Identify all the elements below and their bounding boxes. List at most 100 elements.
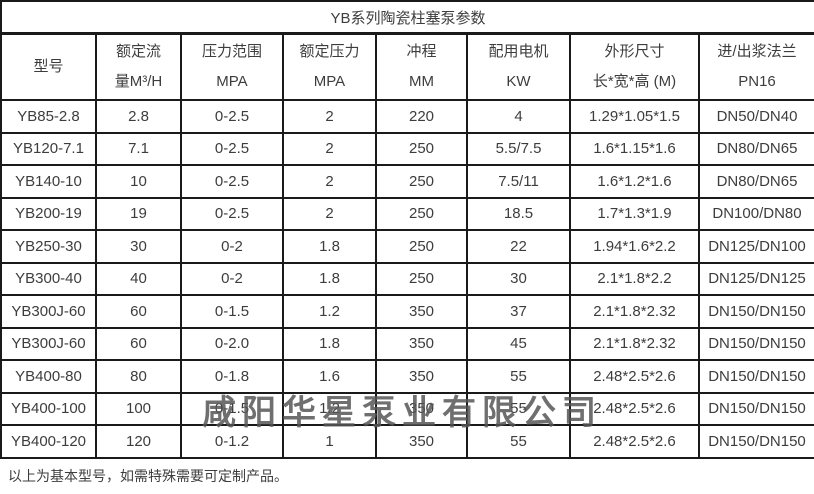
table-cell: 22: [466, 229, 571, 264]
table-row: YB300-40 40 0-2 1.8 250 30 2.1*1.8*2.2 D…: [0, 261, 814, 296]
table-cell: 1.8: [282, 229, 377, 264]
table-cell: 2: [282, 164, 377, 199]
table-cell: 2.48*2.5*2.6: [569, 391, 700, 426]
table-cell: DN150/DN150: [697, 359, 814, 394]
table-cell: 60: [95, 326, 182, 361]
table-cell: 0-2.5: [180, 164, 284, 199]
table-title: YB系列陶瓷柱塞泵参数: [0, 0, 814, 35]
table-cell: 0-2.0: [180, 326, 284, 361]
table-cell: YB300J-60: [0, 294, 97, 329]
table-cell: YB200-19: [0, 196, 97, 231]
table-row: YB300J-60 60 0-2.0 1.8 350 45 2.1*1.8*2.…: [0, 326, 814, 361]
table-cell: 80: [95, 359, 182, 394]
table-cell: 60: [95, 294, 182, 329]
table-cell: DN80/DN65: [697, 164, 814, 199]
table-cell: 120: [95, 424, 182, 459]
table-cell: 1.8: [282, 261, 377, 296]
table-cell: YB300-40: [0, 261, 97, 296]
table-cell: 18.5: [466, 196, 571, 231]
col-header-model-label: 型号: [33, 58, 64, 75]
table-cell: 2.1*1.8*2.2: [569, 261, 700, 296]
table-cell: 0-1.5: [180, 294, 284, 329]
table-cell: 45: [466, 326, 571, 361]
table-cell: 250: [375, 261, 468, 296]
col-header-rated-pressure: 额定压力 MPA: [282, 32, 377, 101]
table-cell: 0-1.2: [180, 424, 284, 459]
table-cell: 55: [466, 359, 571, 394]
table-cell: 40: [95, 261, 182, 296]
table-row: YB120-7.1 7.1 0-2.5 2 250 5.5/7.5 1.6*1.…: [0, 131, 814, 166]
table-row: YB400-100 100 0-1.5 1.2 350 55 2.48*2.5*…: [0, 391, 814, 426]
table-cell: 1.2: [282, 391, 377, 426]
table-cell: 0-1.5: [180, 391, 284, 426]
table-cell: YB400-120: [0, 424, 97, 459]
col-header-dimensions: 外形尺寸 长*宽*高 (M): [569, 32, 700, 101]
table-cell: 55: [466, 424, 571, 459]
table-cell: 0-2.5: [180, 131, 284, 166]
table-cell: 1.8: [282, 326, 377, 361]
table-cell: 0-1.8: [180, 359, 284, 394]
table-cell: DN125/DN100: [697, 229, 814, 264]
table-cell: 2.48*2.5*2.6: [569, 424, 700, 459]
table-cell: 7.5/11: [466, 164, 571, 199]
table-cell: 1.94*1.6*2.2: [569, 229, 700, 264]
table-cell: 250: [375, 196, 468, 231]
table-cell: 350: [375, 326, 468, 361]
table-cell: 1: [282, 424, 377, 459]
table-cell: 2.1*1.8*2.32: [569, 326, 700, 361]
table-row: YB85-2.8 2.8 0-2.5 2 220 4 1.29*1.05*1.5…: [0, 99, 814, 134]
table-cell: 10: [95, 164, 182, 199]
table-cell: 30: [466, 261, 571, 296]
table-row: YB250-30 30 0-2 1.8 250 22 1.94*1.6*2.2 …: [0, 229, 814, 264]
table-cell: DN150/DN150: [697, 391, 814, 426]
table-cell: 1.6*1.2*1.6: [569, 164, 700, 199]
table-cell: 250: [375, 164, 468, 199]
table-cell: 1.6*1.15*1.6: [569, 131, 700, 166]
table-cell: 0-2: [180, 229, 284, 264]
table-cell: YB400-80: [0, 359, 97, 394]
table-cell: 0-2.5: [180, 196, 284, 231]
table-cell: 350: [375, 391, 468, 426]
table-cell: 2: [282, 99, 377, 134]
table-cell: 4: [466, 99, 571, 134]
table-cell: 2.48*2.5*2.6: [569, 359, 700, 394]
table-cell: 250: [375, 131, 468, 166]
table-cell: 55: [466, 391, 571, 426]
table-cell: 37: [466, 294, 571, 329]
table-cell: DN125/DN125: [697, 261, 814, 296]
table-cell: 5.5/7.5: [466, 131, 571, 166]
table-cell: 0-2: [180, 261, 284, 296]
table-cell: 220: [375, 99, 468, 134]
table-cell: 19: [95, 196, 182, 231]
table-cell: 30: [95, 229, 182, 264]
table-cell: YB140-10: [0, 164, 97, 199]
table-row: YB400-80 80 0-1.8 1.6 350 55 2.48*2.5*2.…: [0, 359, 814, 394]
pump-spec-table: YB系列陶瓷柱塞泵参数 型号 额定流 量M³/H 压力范围 MPA 额定压力 M…: [0, 0, 814, 459]
table-cell: 1.6: [282, 359, 377, 394]
table-cell: 350: [375, 294, 468, 329]
col-header-stroke: 冲程 MM: [375, 32, 468, 101]
table-cell: 350: [375, 359, 468, 394]
table-row: YB400-120 120 0-1.2 1 350 55 2.48*2.5*2.…: [0, 424, 814, 459]
table-cell: DN150/DN150: [697, 326, 814, 361]
col-header-flow: 额定流 量M³/H: [95, 32, 182, 101]
table-row: YB200-19 19 0-2.5 2 250 18.5 1.7*1.3*1.9…: [0, 196, 814, 231]
col-header-flange: 进/出浆法兰 PN16: [697, 32, 814, 101]
table-cell: YB120-7.1: [0, 131, 97, 166]
table-cell: 0-2.5: [180, 99, 284, 134]
table-cell: DN150/DN150: [697, 294, 814, 329]
table-cell: DN80/DN65: [697, 131, 814, 166]
col-header-pressure-range: 压力范围 MPA: [180, 32, 284, 101]
table-cell: YB85-2.8: [0, 99, 97, 134]
table-cell: DN50/DN40: [697, 99, 814, 134]
table-title-row: YB系列陶瓷柱塞泵参数: [0, 0, 814, 35]
table-header-row: 型号 额定流 量M³/H 压力范围 MPA 额定压力 MPA 冲程 MM: [0, 32, 814, 101]
footer-note: 以上为基本型号，如需特殊需要可定制产品。: [8, 467, 288, 484]
table-cell: 2: [282, 131, 377, 166]
table-row: YB300J-60 60 0-1.5 1.2 350 37 2.1*1.8*2.…: [0, 294, 814, 329]
table-cell: 100: [95, 391, 182, 426]
table-cell: YB250-30: [0, 229, 97, 264]
table-cell: 1.7*1.3*1.9: [569, 196, 700, 231]
col-header-model: 型号: [0, 32, 97, 101]
